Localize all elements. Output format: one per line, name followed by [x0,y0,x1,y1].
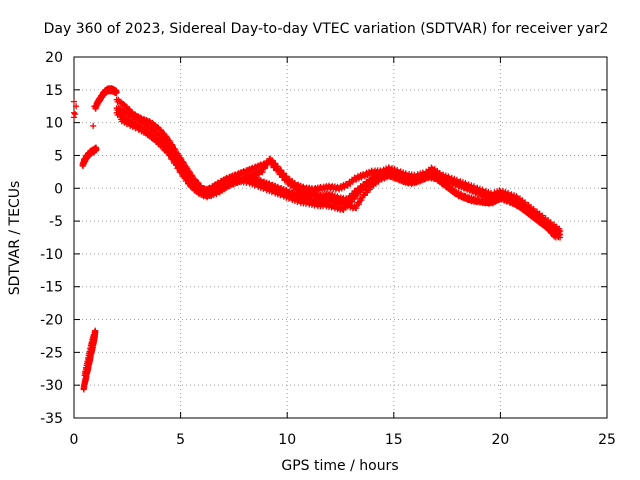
plot-frame [73,56,608,419]
y-tick-label: 20 [45,50,63,66]
y-tick-label: 5 [54,148,63,164]
data-point [552,234,559,241]
data-point [355,201,362,208]
data-point [259,169,266,176]
data-point [91,147,98,154]
y-tick-label: -5 [49,214,63,230]
y-tick-label: -25 [40,345,63,361]
x-tick-label: 25 [598,432,616,448]
y-tick-label: 10 [45,116,63,132]
data-point [349,198,356,205]
x-tick-label: 5 [176,432,185,448]
y-tick-label: -20 [40,313,63,329]
y-tick-label: 15 [45,83,63,99]
data-point [160,130,167,137]
x-tick-label: 0 [70,432,79,448]
chart-title: Day 360 of 2023, Sidereal Day-to-day VTE… [44,21,609,37]
x-tick-label: 15 [385,432,403,448]
x-tick-label: 20 [491,432,509,448]
data-point [113,89,120,96]
y-tick-label: -10 [40,247,63,263]
axis-ticks: 0 5 10 15 20 25 -35 -30 -25 -20 -15 -10 -5 0 5 10 15 20 [40,50,616,448]
data-point [71,114,77,121]
data-point [72,111,79,118]
data-point [90,122,97,129]
data-point [175,163,182,170]
data-marks [71,85,564,393]
data-point [160,136,167,143]
data-point [353,205,360,212]
data-point [73,103,80,110]
y-axis-label: SDTVAR / TECUs [7,181,23,296]
y-tick-label: -15 [40,280,63,296]
x-tick-label: 10 [278,432,296,448]
y-tick-label: 0 [54,181,63,197]
grid-lines [74,57,607,418]
x-axis-label: GPS time / hours [281,458,398,474]
data-point [184,176,191,183]
y-tick-label: -30 [40,378,63,394]
data-point [209,191,216,198]
data-point [71,98,77,105]
data-point [226,183,233,190]
y-tick-label: -35 [40,411,63,427]
data-point [92,328,99,335]
